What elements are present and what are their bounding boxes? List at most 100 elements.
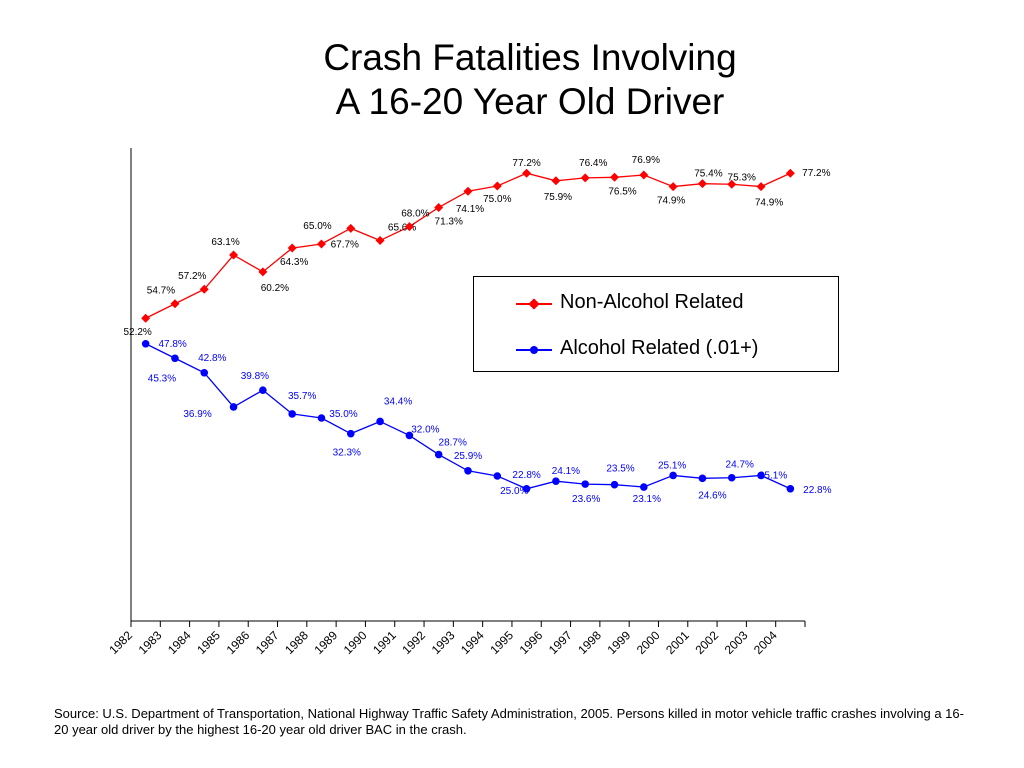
alcohol-data-point — [405, 431, 414, 440]
alcohol-data-label: 25.1% — [658, 460, 686, 471]
chart-title: Crash Fatalities Involving A 16-20 Year … — [0, 36, 1024, 124]
non-alcohol-data-label: 65.0% — [303, 221, 331, 232]
non-alcohol-data-point — [346, 223, 356, 233]
alcohol-data-point — [464, 466, 472, 475]
non-alcohol-data-point — [170, 299, 180, 309]
non-alcohol-data-label: 75.3% — [728, 172, 756, 183]
non-alcohol-data-label: 63.1% — [211, 237, 239, 248]
x-tick-label: 2003 — [722, 628, 751, 657]
non-alcohol-data-label: 75.4% — [694, 169, 722, 180]
chart-title-line-1: Crash Fatalities Involving — [323, 37, 737, 78]
alcohol-data-point — [727, 473, 736, 482]
alcohol-data-point — [317, 414, 326, 422]
chart-legend: Non-Alcohol Related Alcohol Related (.01… — [473, 276, 839, 372]
alcohol-data-label: 45.3% — [148, 373, 176, 384]
alcohol-data-point — [757, 471, 765, 480]
x-tick-label: 1988 — [282, 628, 311, 657]
x-tick-label: 1990 — [341, 628, 370, 657]
legend-item-non-alcohol: Non-Alcohol Related — [474, 289, 838, 319]
x-tick-label: 1999 — [605, 628, 634, 657]
x-tick-label: 1995 — [487, 628, 516, 657]
non-alcohol-data-point — [785, 168, 795, 178]
alcohol-data-point — [171, 354, 179, 363]
alcohol-data-label: 42.8% — [198, 353, 226, 364]
alcohol-data-label: 25.0% — [500, 486, 528, 497]
x-tick-label: 2004 — [751, 628, 780, 657]
non-alcohol-data-point — [697, 179, 707, 189]
alcohol-data-label: 35.7% — [288, 391, 316, 402]
alcohol-data-label: 39.8% — [241, 371, 269, 382]
x-tick-label: 2002 — [692, 628, 721, 657]
alcohol-data-point — [552, 477, 560, 486]
legend-item-alcohol: Alcohol Related (.01+) — [474, 335, 838, 365]
non-alcohol-data-point — [727, 179, 737, 189]
alcohol-data-point — [581, 480, 590, 488]
non-alcohol-data-label: 75.9% — [544, 192, 572, 203]
non-alcohol-data-point — [375, 236, 385, 246]
x-tick-label: 1997 — [546, 628, 575, 657]
alcohol-data-label: 24.6% — [698, 490, 726, 501]
non-alcohol-data-label: 77.2% — [802, 168, 830, 179]
alcohol-data-label: 22.8% — [803, 485, 831, 496]
non-alcohol-data-label: 52.2% — [123, 327, 151, 338]
alcohol-data-label: 24.7% — [726, 460, 754, 471]
alcohol-data-label: 47.8% — [158, 339, 186, 350]
non-alcohol-data-point — [551, 176, 561, 186]
alcohol-data-point — [229, 403, 238, 411]
alcohol-data-point — [434, 450, 443, 459]
alcohol-data-point — [610, 480, 619, 489]
non-alcohol-data-point — [141, 313, 151, 323]
alcohol-data-point — [522, 484, 531, 493]
chart-title-line-2: A 16-20 Year Old Driver — [335, 81, 725, 122]
alcohol-data-point — [200, 368, 209, 377]
x-tick-label: 2000 — [634, 628, 663, 657]
alcohol-data-label: 32.3% — [333, 448, 361, 459]
x-tick-label: 1996 — [517, 628, 546, 657]
x-tick-label: 1989 — [311, 628, 340, 657]
alcohol-data-label: 22.8% — [512, 470, 540, 481]
non-alcohol-data-point — [316, 239, 326, 249]
non-alcohol-data-point — [522, 168, 532, 178]
non-alcohol-data-point — [668, 182, 678, 192]
non-alcohol-data-label: 77.2% — [512, 158, 540, 169]
non-alcohol-data-point — [580, 173, 590, 183]
x-tick-label: 1986 — [224, 628, 253, 657]
alcohol-data-label: 34.4% — [384, 396, 412, 407]
non-alcohol-data-label: 74.9% — [657, 196, 685, 207]
non-alcohol-data-label: 68.0% — [401, 209, 429, 220]
x-tick-label: 1994 — [458, 628, 487, 657]
non-alcohol-data-point — [463, 186, 473, 196]
non-alcohol-data-label: 74.9% — [755, 198, 783, 209]
x-tick-label: 1992 — [399, 628, 428, 657]
x-tick-label: 1982 — [106, 628, 135, 657]
x-tick-label: 1983 — [136, 628, 165, 657]
non-alcohol-data-label: 76.9% — [632, 155, 660, 166]
non-alcohol-data-label: 64.3% — [280, 257, 308, 268]
alcohol-data-label: 25.9% — [454, 451, 482, 462]
alcohol-data-label: 23.1% — [633, 494, 661, 505]
non-alcohol-data-point — [756, 182, 766, 192]
non-alcohol-data-label: 74.1% — [456, 204, 484, 215]
alcohol-data-label: 36.9% — [183, 409, 211, 420]
x-tick-label: 1985 — [194, 628, 223, 657]
non-alcohol-data-label: 67.7% — [331, 239, 359, 250]
alcohol-data-point — [493, 472, 502, 480]
non-alcohol-data-label: 76.5% — [608, 186, 636, 197]
legend-label-non-alcohol: Non-Alcohol Related — [560, 291, 744, 313]
alcohol-data-label: 24.1% — [552, 466, 580, 477]
alcohol-data-label: 35.0% — [329, 409, 357, 420]
non-alcohol-data-point — [404, 222, 414, 232]
x-tick-label: 1991 — [370, 628, 399, 657]
non-alcohol-data-label: 54.7% — [147, 286, 175, 297]
non-alcohol-data-point — [199, 284, 209, 294]
non-alcohol-data-point — [287, 243, 297, 253]
x-tick-label: 1987 — [253, 628, 282, 657]
non-alcohol-data-point — [434, 202, 444, 212]
source-note: Source: U.S. Department of Transportatio… — [54, 706, 964, 737]
diamond-marker-icon — [528, 298, 540, 310]
alcohol-data-point — [786, 484, 795, 493]
non-alcohol-data-label: 65.6% — [388, 223, 416, 234]
alcohol-data-point — [640, 483, 648, 491]
alcohol-data-label: 32.0% — [411, 424, 439, 435]
non-alcohol-data-point — [258, 267, 268, 277]
